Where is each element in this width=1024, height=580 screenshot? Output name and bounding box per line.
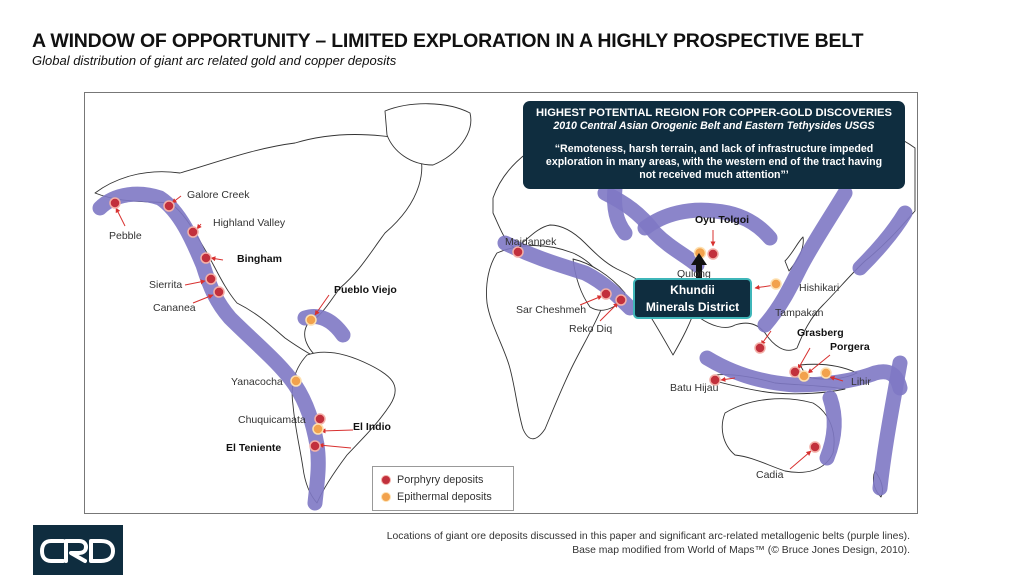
label-hishikari: Hishikari bbox=[799, 282, 839, 294]
label-porgera: Porgera bbox=[830, 341, 870, 353]
marker-lihir bbox=[820, 367, 832, 379]
label-chuquicamata: Chuquicamata bbox=[238, 414, 306, 426]
marker-galore-creek bbox=[163, 200, 175, 212]
label-lihir: Lihir bbox=[851, 376, 871, 388]
greenland-shape bbox=[384, 103, 472, 166]
world-map-svg: Pebble Galore Creek Highland Valley Bing… bbox=[92, 103, 916, 511]
label-tampakan: Tampakan bbox=[775, 307, 824, 319]
marker-cananea bbox=[213, 286, 225, 298]
marker-el-teniente bbox=[309, 440, 321, 452]
label-el-teniente: El Teniente bbox=[226, 442, 281, 454]
khundii-pointer bbox=[691, 253, 707, 279]
label-yanacocha: Yanacocha bbox=[231, 376, 283, 388]
marker-cadia bbox=[809, 441, 821, 453]
label-pebble: Pebble bbox=[109, 230, 142, 242]
label-bingham: Bingham bbox=[237, 253, 282, 265]
marker-pebble bbox=[109, 197, 121, 209]
epithermal-swatch-icon bbox=[381, 492, 391, 502]
marker-hishikari bbox=[770, 278, 782, 290]
footnote-line2: Base map modified from World of Maps™ (©… bbox=[572, 545, 910, 556]
deposit-markers bbox=[109, 197, 832, 453]
label-pueblo-viejo: Pueblo Viejo bbox=[334, 284, 397, 296]
australia-shape bbox=[721, 398, 835, 473]
crd-logo bbox=[33, 525, 123, 575]
highest-potential-callout: HIGHEST POTENTIAL REGION FOR COPPER-GOLD… bbox=[523, 101, 905, 189]
marker-chuquicamata bbox=[314, 413, 326, 425]
khundii-line1: Khundii bbox=[670, 283, 715, 297]
deposit-labels: Pebble Galore Creek Highland Valley Bing… bbox=[109, 189, 871, 481]
label-qulong: Qulong bbox=[677, 268, 711, 280]
khundii-minerals-district-label: Khundii Minerals District bbox=[633, 278, 752, 319]
label-oyu-tolgoi: Oyu Tolgoi bbox=[695, 214, 749, 226]
belt-tasman bbox=[819, 390, 842, 466]
marker-sierrita bbox=[205, 273, 217, 285]
marker-batu-hijau bbox=[709, 374, 721, 386]
marker-sar-cheshmeh bbox=[600, 288, 612, 300]
belt-tibet-west bbox=[607, 180, 633, 241]
map-footnote: Locations of giant ore deposits discusse… bbox=[387, 530, 910, 558]
africa-shape bbox=[486, 245, 606, 440]
page-title: A WINDOW OF OPPORTUNITY – LIMITED EXPLOR… bbox=[32, 30, 864, 52]
belt-japan-nw-pacific bbox=[852, 205, 913, 276]
label-cananea: Cananea bbox=[153, 302, 196, 314]
map-legend: Porphyry deposits Epithermal deposits bbox=[372, 466, 514, 511]
label-majdanpek: Majdanpek bbox=[505, 236, 557, 248]
belt-east-asia bbox=[757, 185, 853, 333]
callout-quote-line1: “Remoteness, harsh terrain, and lack of … bbox=[554, 143, 874, 155]
legend-epithermal-label: Epithermal deposits bbox=[397, 491, 492, 503]
footnote-line1: Locations of giant ore deposits discusse… bbox=[386, 531, 910, 542]
marker-el-indio bbox=[312, 423, 324, 435]
label-reko-diq: Reko Diq bbox=[569, 323, 612, 335]
porphyry-swatch-icon bbox=[381, 475, 391, 485]
legend-porphyry: Porphyry deposits bbox=[381, 474, 483, 486]
belt-mongolia-arc bbox=[637, 202, 778, 246]
belt-sunda-banda bbox=[699, 350, 908, 396]
label-sierrita: Sierrita bbox=[149, 279, 182, 291]
marker-pueblo-viejo bbox=[305, 314, 317, 326]
callout-subheading: 2010 Central Asian Orogenic Belt and Eas… bbox=[553, 120, 875, 132]
label-grasberg: Grasberg bbox=[797, 327, 844, 339]
callout-quote-line2: exploration in many areas, with the west… bbox=[545, 156, 883, 168]
label-sar-cheshmeh: Sar Cheshmeh bbox=[516, 304, 586, 316]
callout-quote-line3: not received much attention”’ bbox=[639, 169, 789, 181]
legend-epithermal: Epithermal deposits bbox=[381, 491, 492, 503]
marker-reko-diq bbox=[615, 294, 627, 306]
marker-bingham bbox=[200, 252, 212, 264]
label-cadia: Cadia bbox=[756, 469, 784, 481]
marker-tampakan bbox=[754, 342, 766, 354]
label-highland-valley: Highland Valley bbox=[213, 217, 286, 229]
marker-oyu-tolgoi bbox=[707, 248, 719, 260]
legend-porphyry-label: Porphyry deposits bbox=[397, 474, 484, 486]
callout-heading: HIGHEST POTENTIAL REGION FOR COPPER-GOLD… bbox=[536, 107, 892, 119]
label-batu-hijau: Batu Hijau bbox=[670, 382, 719, 394]
marker-yanacocha bbox=[290, 375, 302, 387]
north-america-shape bbox=[94, 134, 423, 364]
belt-tonga-kermadec bbox=[872, 355, 908, 496]
label-el-indio: El Indio bbox=[353, 421, 391, 433]
page-subtitle: Global distribution of giant arc related… bbox=[32, 53, 397, 68]
marker-porgera bbox=[798, 370, 810, 382]
crd-logo-icon bbox=[40, 539, 115, 563]
khundii-line2: Minerals District bbox=[645, 300, 740, 314]
marker-majdanpek bbox=[512, 246, 524, 258]
marker-highland-valley bbox=[187, 226, 199, 238]
callout-quote: “Remoteness, harsh terrain, and lack of … bbox=[533, 143, 895, 182]
label-galore-creek: Galore Creek bbox=[187, 189, 250, 201]
